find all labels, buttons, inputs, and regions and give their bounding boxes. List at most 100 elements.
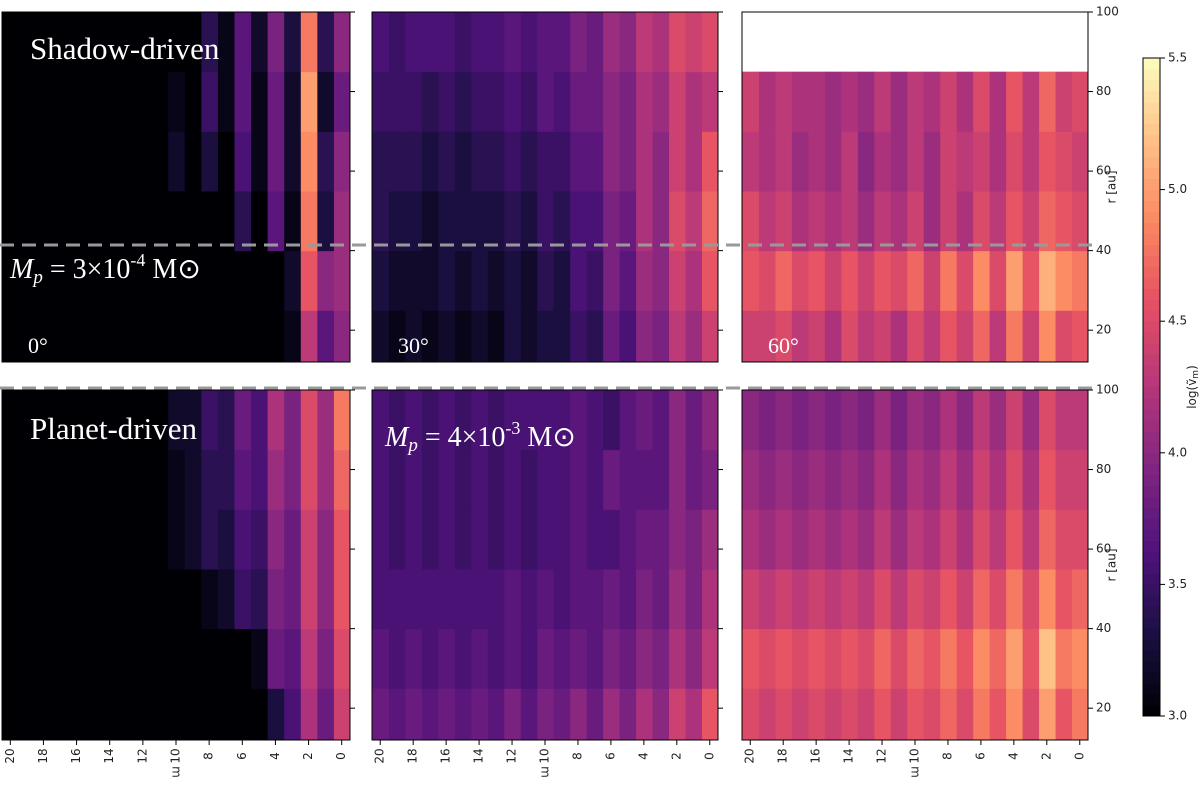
heat-cell: [874, 688, 891, 740]
heat-cell: [421, 131, 438, 191]
heat-cell: [421, 251, 438, 311]
heat-cell: [989, 390, 1006, 450]
colorbar-swatch: [1143, 288, 1160, 299]
heat-cell: [669, 450, 686, 510]
heat-cell: [775, 569, 792, 629]
heat-cell: [101, 569, 118, 629]
heat-cell: [388, 191, 405, 251]
x-tick-label: 6: [973, 752, 987, 760]
heat-cell: [35, 629, 52, 689]
heat-cell: [553, 629, 570, 689]
heat-cell: [702, 390, 719, 450]
heat-cell: [421, 569, 438, 629]
heat-cell: [537, 131, 554, 191]
heat-cell: [168, 629, 185, 689]
heat-cell: [251, 12, 268, 72]
x-tick-label: 4: [636, 752, 650, 760]
heat-cell: [874, 310, 891, 362]
x-tick-label: 4: [268, 752, 282, 760]
heat-cell: [317, 569, 334, 629]
heat-cell: [956, 251, 973, 311]
heat-cell: [553, 450, 570, 510]
heat-cell: [317, 191, 334, 251]
heat-cell: [520, 450, 537, 510]
heat-cell: [742, 450, 759, 510]
heat-cell: [234, 629, 251, 689]
heat-cell: [907, 390, 924, 450]
heat-cell: [685, 629, 702, 689]
heat-cell: [438, 131, 455, 191]
heat-cell: [2, 390, 19, 450]
heat-cell: [201, 131, 218, 191]
heat-cell: [537, 569, 554, 629]
heat-cell: [405, 688, 422, 740]
y-tick-label: 80: [1096, 462, 1111, 476]
heat-cell: [685, 191, 702, 251]
heat-cell: [857, 450, 874, 510]
heat-cell: [405, 131, 422, 191]
heat-cell: [1006, 251, 1023, 311]
heat-cell: [19, 72, 36, 132]
heat-cell: [19, 191, 36, 251]
heat-cell: [553, 509, 570, 569]
heat-cell: [1039, 569, 1056, 629]
heat-cell: [923, 569, 940, 629]
heat-cell: [989, 310, 1006, 362]
heat-cell: [372, 509, 389, 569]
heat-cell: [333, 450, 350, 510]
heat-cell: [775, 191, 792, 251]
heat-cell: [1039, 390, 1056, 450]
heat-cell: [317, 390, 334, 450]
heat-cell: [553, 12, 570, 72]
heat-cell: [471, 251, 488, 311]
heat-cell: [940, 688, 957, 740]
heat-cell: [1022, 310, 1039, 362]
heat-cell: [685, 450, 702, 510]
heat-cell: [808, 72, 825, 132]
heat-cell: [553, 72, 570, 132]
heat-cell: [702, 688, 719, 740]
colorbar-swatch: [1143, 694, 1160, 705]
heatmap-cells: [2, 12, 1089, 741]
heat-cell: [388, 509, 405, 569]
colorbar-swatch: [1143, 530, 1160, 541]
heat-cell: [421, 72, 438, 132]
colorbar-swatch: [1143, 705, 1160, 716]
heat-cell: [791, 509, 808, 569]
heat-cell: [669, 131, 686, 191]
heat-cell: [217, 12, 234, 72]
heat-cell: [669, 629, 686, 689]
annotation-part: M⊙: [520, 422, 575, 453]
heat-cell: [791, 131, 808, 191]
heat-cell: [251, 310, 268, 362]
heat-cell: [956, 131, 973, 191]
heat-cell: [989, 688, 1006, 740]
heat-cell: [857, 131, 874, 191]
heat-cell: [586, 629, 603, 689]
heat-cell: [1055, 509, 1072, 569]
heat-cell: [101, 629, 118, 689]
heat-cell: [267, 72, 284, 132]
heat-cell: [857, 390, 874, 450]
colorbar-swatch: [1143, 233, 1160, 244]
colorbar-swatch: [1143, 606, 1160, 617]
heat-cell: [1072, 509, 1089, 569]
heat-cell: [841, 251, 858, 311]
heat-cell: [300, 509, 317, 569]
heat-cell: [742, 569, 759, 629]
heat-cell: [35, 72, 52, 132]
heat-cell: [135, 688, 152, 740]
heat-cell: [405, 12, 422, 72]
colorbar-swatch: [1143, 190, 1160, 201]
heat-cell: [217, 191, 234, 251]
colorbar-label: log(ṽm): [1185, 365, 1200, 409]
x-axis-label: m: [909, 766, 923, 778]
heat-cell: [267, 390, 284, 450]
heat-cell: [702, 251, 719, 311]
heat-cell: [372, 450, 389, 510]
heat-cell: [454, 191, 471, 251]
heat-cell: [85, 310, 102, 362]
heat-cell: [267, 251, 284, 311]
colorbar-swatch: [1143, 584, 1160, 595]
